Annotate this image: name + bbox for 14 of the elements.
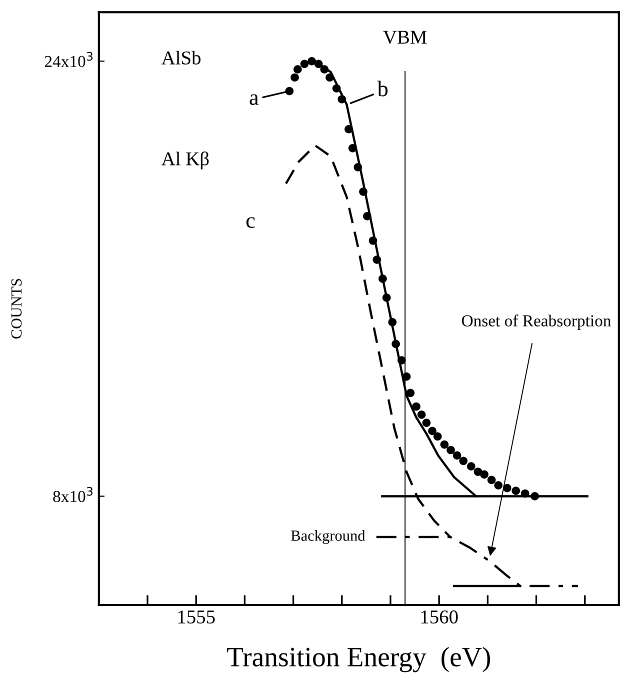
x-axis-title: Transition Energy (eV) bbox=[227, 646, 490, 672]
x-tick-label: 1555 bbox=[178, 610, 215, 624]
annotation: Al Kβ bbox=[161, 152, 209, 170]
annotation: AlSb bbox=[161, 50, 201, 65]
series-label: a bbox=[250, 94, 259, 105]
legend-label: b bbox=[377, 80, 388, 96]
x-tick-label: 1560 bbox=[421, 610, 458, 624]
series-label: Background bbox=[291, 530, 366, 544]
y-axis-title: COUNTS bbox=[11, 278, 22, 339]
y-tick-label: 8x10$^{3}$ bbox=[53, 486, 93, 502]
annotation: Onset of Reabsorption bbox=[462, 314, 612, 330]
ref-line-label: VBM bbox=[383, 30, 427, 44]
y-tick-label: 24x10$^{3}$ bbox=[44, 52, 93, 68]
text: c bbox=[246, 217, 255, 228]
